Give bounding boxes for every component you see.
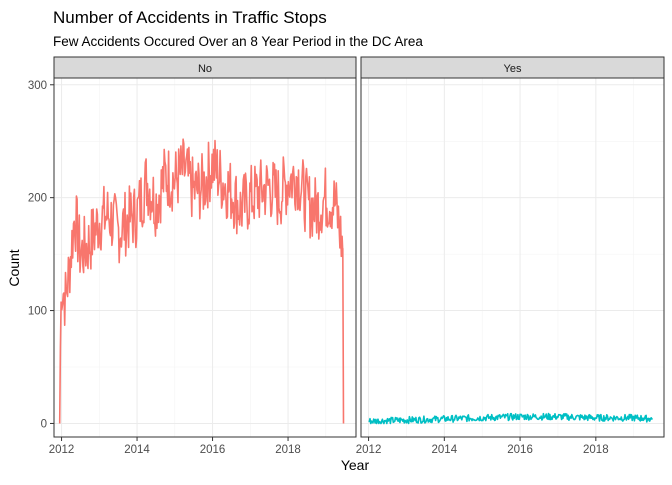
- series-line-no: [58, 138, 345, 424]
- panel-background: [54, 78, 356, 437]
- x-tick-label: 2018: [275, 444, 301, 456]
- x-axis-label: Year: [341, 457, 370, 473]
- x-tick-label: 2018: [583, 444, 609, 456]
- y-tick-label: 300: [28, 80, 47, 92]
- y-tick-label: 0: [41, 418, 47, 430]
- chart-title: Number of Accidents in Traffic Stops: [53, 8, 327, 27]
- series-line-yes: [368, 412, 653, 425]
- x-tick-label: 2012: [49, 444, 75, 456]
- facet-strip-label: Yes: [504, 63, 522, 75]
- y-tick-label: 100: [28, 306, 47, 318]
- panel-background: [361, 78, 664, 437]
- facet-strip: [360, 56, 665, 79]
- plot-layer: No 2012 2014 2016 2018 Yes 2012 2014 2016 2018 0 10…: [28, 56, 665, 456]
- chart-subtitle: Few Accidents Occured Over an 8 Year Per…: [53, 34, 423, 49]
- y-tick-label: 200: [28, 193, 47, 205]
- facet-strip: [53, 56, 357, 79]
- x-tick-label: 2016: [200, 444, 226, 456]
- x-tick-label: 2014: [432, 444, 458, 456]
- x-tick-label: 2014: [124, 444, 150, 456]
- facet-strip-label: No: [198, 63, 212, 75]
- x-tick-label: 2012: [356, 444, 382, 456]
- y-axis-label: Count: [6, 249, 22, 286]
- x-tick-label: 2016: [507, 444, 533, 456]
